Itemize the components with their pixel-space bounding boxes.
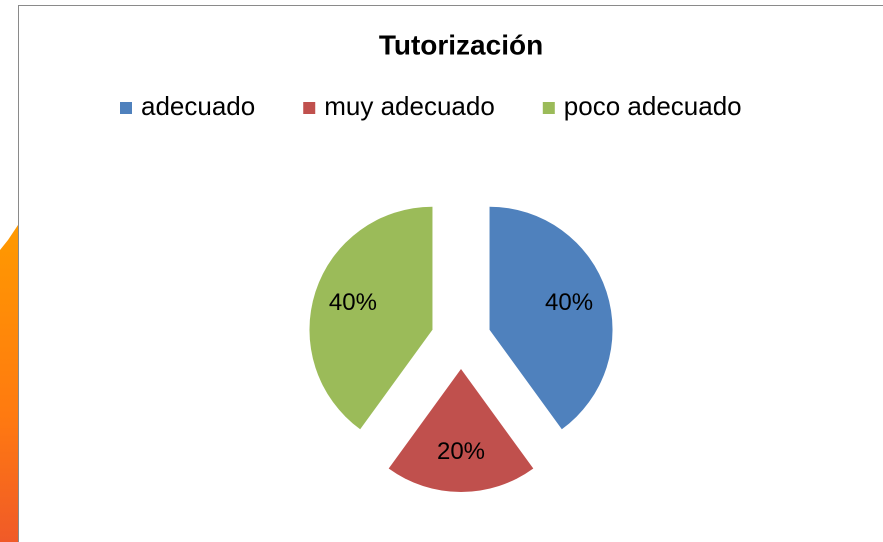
legend-swatch	[542, 102, 555, 114]
legend-label: adecuado	[141, 91, 255, 121]
legend: adecuado muy adecuado poco adecuado	[120, 91, 742, 121]
pie-slice	[489, 206, 613, 430]
legend-swatch	[303, 102, 316, 114]
chart-title: Tutorización	[379, 29, 543, 60]
legend-label: poco adecuado	[564, 91, 742, 121]
legend-label: muy adecuado	[324, 91, 495, 121]
slide-decoration	[0, 225, 18, 542]
data-label: 40%	[329, 289, 377, 316]
legend-swatch	[120, 102, 132, 114]
pie-slice	[309, 206, 433, 430]
pie-slice	[388, 369, 534, 492]
data-label: 40%	[545, 289, 593, 316]
data-label: 20%	[437, 438, 485, 465]
pie: 40% 20% 40%	[309, 206, 613, 492]
